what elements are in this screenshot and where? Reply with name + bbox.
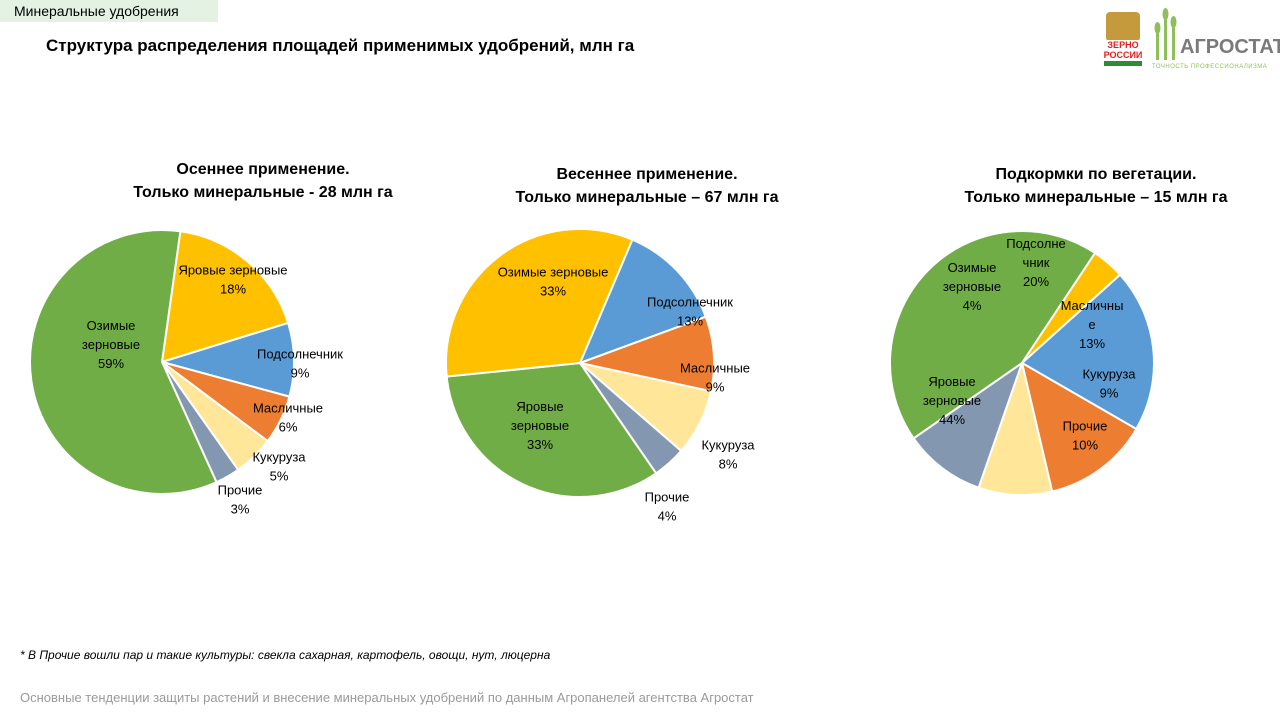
- chart-2-slice-4-value: 4%: [658, 509, 677, 524]
- chart-2-slice-5-value: 33%: [527, 437, 553, 452]
- chart-2-title: Весеннее применение. Только минеральные …: [497, 163, 797, 209]
- chart-3-slice-5-value: 44%: [939, 412, 965, 427]
- chart-1-slice-1-name: Яровые зерновые: [178, 263, 287, 278]
- chart-1-slice-1-value: 18%: [220, 282, 246, 297]
- chart-3-slice-5-name: Яровые: [928, 374, 975, 389]
- chart-3-slice-5-label: Яровые зерновые 44%: [923, 374, 981, 427]
- wheat-icon: [1154, 8, 1177, 60]
- footer: Основные тенденции защиты растений и вне…: [20, 690, 754, 705]
- chart-1-slice-4-label: Кукуруза 5%: [252, 450, 306, 484]
- chart-2-slice-2-label: Масличные 9%: [680, 361, 750, 395]
- chart-3-slice-5: [889, 230, 1097, 440]
- chart-1-slice-2-value: 9%: [291, 366, 310, 381]
- chart-2-slice-5: [445, 361, 658, 498]
- chart-2-slice-5-name: зерновые: [511, 418, 569, 433]
- zerno-logo-word-2: РОССИИ: [1103, 50, 1143, 60]
- zerno-rossii-logo: ЗЕРНО РОССИИ: [1100, 6, 1146, 70]
- chart-1-slice-6-label: Озимые зерновые 59%: [82, 318, 140, 371]
- chart-3-slice-1-label: Подсолне чник 20%: [1006, 236, 1065, 289]
- chart-1-slice-1: [160, 230, 290, 364]
- chart-1-slice-3-value: 6%: [279, 420, 298, 435]
- chart-1-slice-4-name: Кукуруза: [252, 450, 306, 465]
- chart-3-slice-1-name: чник: [1023, 255, 1050, 270]
- chart-2-slice-4-label: Прочие 4%: [645, 490, 690, 524]
- zerno-logo-band: [1104, 61, 1142, 66]
- chart-1-slice-1-label: Яровые зерновые 18%: [178, 263, 287, 297]
- chart-2-slice-2-name: Масличные: [680, 361, 750, 376]
- chart-3-slice-3-value: 9%: [1100, 386, 1119, 401]
- agrostat-wordmark: АГРОСТАТ: [1180, 36, 1280, 58]
- chart-3-title-line2: Только минеральные – 15 млн га: [964, 189, 1228, 206]
- chart-2-slice-4-name: Прочие: [645, 490, 690, 505]
- chart-1-slice-2-label: Подсолнечник 9%: [257, 347, 343, 381]
- section-tag: Минеральные удобрения: [0, 0, 218, 22]
- agrostat-tagline: ТОЧНОСТЬ ПРОФЕССИОНАЛИЗМА: [1152, 64, 1268, 70]
- chart-2-slice-3-value: 8%: [719, 457, 738, 472]
- chart-2-slice-5-name: Яровые: [516, 399, 563, 414]
- chart-3-slice-6-name: Озимые: [948, 260, 997, 275]
- chart-2-title-line1: Весеннее применение.: [556, 166, 738, 183]
- chart-2-slice-3-label: Кукуруза 8%: [701, 438, 755, 472]
- chart-3-slice-3-label: Кукуруза 9%: [1082, 367, 1136, 401]
- chart-3-slice-6-name: зерновые: [943, 279, 1001, 294]
- chart-3-slice-4-name: Прочие: [1063, 419, 1108, 434]
- chart-3-slice-6: [1021, 251, 1122, 364]
- chart-3-slice-2-name: е: [1088, 317, 1095, 332]
- chart-1-slice-6-name: Озимые: [87, 318, 136, 333]
- chart-3-slice-6-value: 4%: [963, 298, 982, 313]
- chart-3-slice-2-value: 13%: [1079, 336, 1105, 351]
- chart-3-slice-4: [912, 360, 1024, 489]
- zerno-logo-word-1: ЗЕРНО: [1107, 40, 1139, 50]
- chart-3-title: Подкормки по вегетации. Только минеральн…: [946, 163, 1246, 209]
- chart-1-slice-5-label: Прочие 3%: [218, 483, 263, 517]
- chart-1-slice-3-name: Масличные: [253, 401, 323, 416]
- logo-group: ЗЕРНО РОССИИ АГРОСТАТ ТОЧНОСТЬ ПРОФЕССИО…: [1100, 6, 1280, 76]
- chart-3-slice-3-name: Кукуруза: [1082, 367, 1136, 382]
- page-title: Структура распределения площадей примени…: [46, 36, 635, 55]
- chart-2-slice-1-label: Подсолнечник 13%: [647, 295, 733, 329]
- chart-2-slice-3-name: Кукуруза: [701, 438, 755, 453]
- chart-1-title-line1: Осеннее применение.: [176, 161, 350, 178]
- chart-3-slice-4-label: Прочие 10%: [1063, 419, 1108, 453]
- chart-1-slice-6-name: зерновые: [82, 337, 140, 352]
- chart-3-slice-4-value: 10%: [1072, 438, 1098, 453]
- chart-1-slice-6-value: 59%: [98, 356, 124, 371]
- chart-1-title: Осеннее применение. Только минеральные -…: [113, 158, 413, 204]
- chart-2-slice-6: [445, 228, 634, 378]
- zerno-emblem-icon: [1106, 12, 1140, 40]
- chart-3-slice-2: [1020, 360, 1138, 493]
- chart-2-slice-6-value: 33%: [540, 284, 566, 299]
- chart-1-slice-6: [29, 228, 218, 495]
- agrostat-logo: АГРОСТАТ ТОЧНОСТЬ ПРОФЕССИОНАЛИЗМА: [1152, 6, 1280, 76]
- chart-2-slice-1: [578, 238, 708, 365]
- chart-3-slice-6-label: Озимые зерновые 4%: [943, 260, 1001, 313]
- chart-1-slice-2-name: Подсолнечник: [257, 347, 343, 362]
- chart-2-slice-2-value: 9%: [706, 380, 725, 395]
- chart-2-slice-6-label: Озимые зерновые 33%: [498, 265, 609, 299]
- chart-3-slice-2-name: Масличны: [1061, 298, 1124, 313]
- chart-3-slice-1: [1020, 273, 1155, 431]
- chart-2-slice-6-name: Озимые зерновые: [498, 265, 609, 280]
- chart-3-title-line1: Подкормки по вегетации.: [995, 166, 1197, 183]
- footnote: * В Прочие вошли пар и такие культуры: с…: [20, 648, 551, 662]
- chart-3-slice-1-name: Подсолне: [1006, 236, 1065, 251]
- chart-2-slice-1-name: Подсолнечник: [647, 295, 733, 310]
- chart-1-slice-5-value: 3%: [231, 502, 250, 517]
- chart-2-slice-5-label: Яровые зерновые 33%: [511, 399, 569, 452]
- chart-1-slice-5-name: Прочие: [218, 483, 263, 498]
- chart-1-slice-3-label: Масличные 6%: [253, 401, 323, 435]
- chart-1-title-line2: Только минеральные - 28 млн га: [133, 184, 393, 201]
- chart-3-slice-1-value: 20%: [1023, 274, 1049, 289]
- chart-2-slice-1-value: 13%: [677, 314, 703, 329]
- chart-3-slice-2-label: Масличны е 13%: [1061, 298, 1124, 351]
- chart-3-slice-5-name: зерновые: [923, 393, 981, 408]
- chart-2-title-line2: Только минеральные – 67 млн га: [515, 189, 779, 206]
- chart-1-slice-4-value: 5%: [270, 469, 289, 484]
